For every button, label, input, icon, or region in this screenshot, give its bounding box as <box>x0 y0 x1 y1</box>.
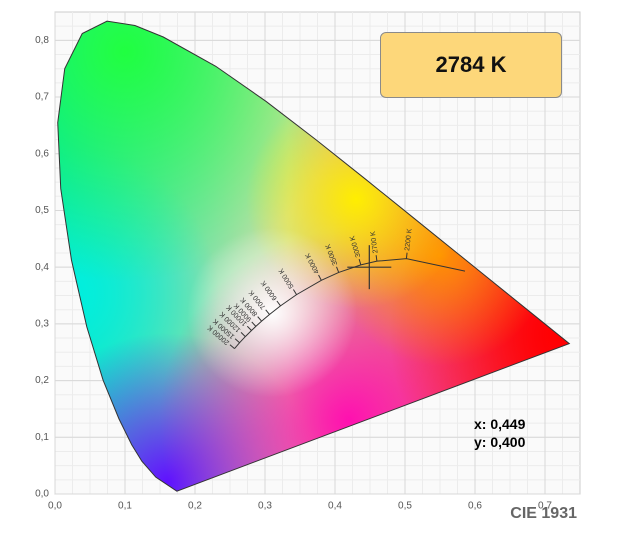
cct-tick <box>265 309 270 315</box>
cct-tick <box>292 289 297 295</box>
x-tick-label: 0,3 <box>258 501 272 512</box>
cct-label: 2700 K <box>370 230 380 253</box>
cct-tick <box>246 325 252 331</box>
cct-tick <box>318 274 322 281</box>
cct-tick <box>240 332 246 337</box>
y-tick-label: 0,3 <box>35 319 49 330</box>
x-tick-label: 0,7 <box>538 501 552 512</box>
x-tick-label: 0,5 <box>398 501 412 512</box>
y-tick-label: 0,6 <box>35 148 49 159</box>
y-tick-label: 0,8 <box>35 35 49 46</box>
cct-tick <box>234 338 240 344</box>
x-coord: x: 0,449 <box>474 416 526 432</box>
planckian-locus <box>234 258 466 349</box>
y-tick-label: 0,2 <box>35 375 49 386</box>
y-tick-label: 0,5 <box>35 205 49 216</box>
coords: x: 0,449 y: 0,400 <box>474 415 525 451</box>
x-tick-label: 0,1 <box>118 501 132 512</box>
cct-box: 2784 K <box>380 32 562 98</box>
x-tick-label: 0,2 <box>188 501 202 512</box>
cct-value: 2784 K <box>435 52 507 77</box>
cct-tick <box>257 316 263 322</box>
y-tick-label: 0,1 <box>35 432 49 443</box>
y-coord: y: 0,400 <box>474 434 526 450</box>
spectral-locus <box>57 20 571 492</box>
cct-tick <box>405 252 408 259</box>
x-tick-label: 0,6 <box>468 501 482 512</box>
y-tick-label: 0,7 <box>35 92 49 103</box>
cct-tick <box>358 258 362 265</box>
x-tick-label: 0,4 <box>328 501 342 512</box>
cct-label: 2200 K <box>404 228 413 251</box>
cct-tick <box>276 300 281 307</box>
y-tick-label: 0,0 <box>35 489 49 500</box>
cct-tick <box>251 321 257 327</box>
cct-tick <box>375 255 378 262</box>
cct-tick <box>229 344 235 349</box>
x-tick-label: 0,0 <box>48 501 62 512</box>
y-tick-label: 0,4 <box>35 262 49 273</box>
cct-tick <box>336 266 340 273</box>
chart-title: CIE 1931 <box>510 505 577 522</box>
